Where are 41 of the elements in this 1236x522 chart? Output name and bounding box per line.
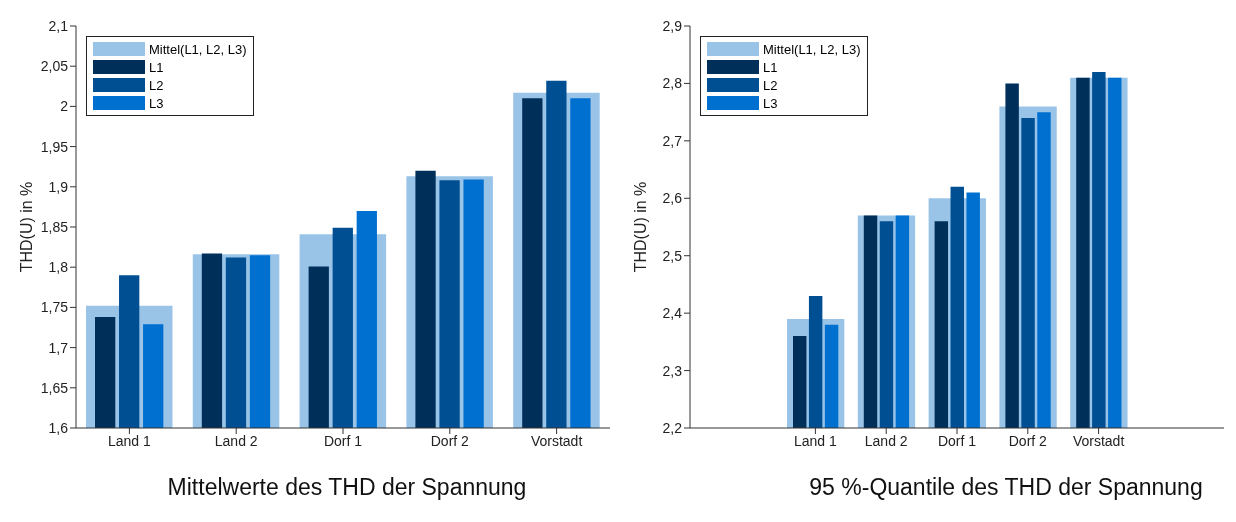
text: 95 %-Quantile des THD der Spannung bbox=[808, 474, 1204, 501]
y-axis-title: THD(U) in % bbox=[631, 181, 649, 273]
x-tick-label: Land 2 bbox=[214, 432, 258, 449]
y-tick-label: 2,2 bbox=[662, 419, 683, 436]
y-axis-title: THD(U) in % bbox=[17, 181, 35, 273]
y-tick-label: 2,3 bbox=[662, 362, 683, 379]
legend-label: L2 bbox=[763, 77, 778, 93]
legend-label: L3 bbox=[149, 95, 164, 111]
legend-label: L1 bbox=[149, 59, 164, 75]
y-tick-label: 1,75 bbox=[40, 299, 69, 316]
x-tick-label: Dorf 2 bbox=[1008, 432, 1048, 449]
x-tick-label: Land 1 bbox=[107, 432, 152, 449]
y-tick-label: 2,9 bbox=[662, 17, 683, 34]
y-tick-label: 2,6 bbox=[662, 190, 683, 207]
legend-label: L1 bbox=[763, 59, 778, 75]
y-tick-label: 1,65 bbox=[40, 379, 69, 396]
legend-label: L3 bbox=[763, 95, 778, 111]
y-tick-label: 1,9 bbox=[48, 178, 69, 195]
text: Mittelwerte des THD der Spannung bbox=[166, 474, 528, 501]
x-tick-label: Vorstadt bbox=[530, 432, 583, 449]
x-tick-label: Dorf 1 bbox=[323, 432, 363, 449]
y-tick-label: 2,7 bbox=[662, 132, 683, 149]
y-tick-label: 2,1 bbox=[48, 17, 69, 34]
y-tick-label: 2 bbox=[60, 98, 69, 115]
y-tick-label: 1,7 bbox=[48, 339, 69, 356]
y-tick-label: 2,5 bbox=[662, 247, 683, 264]
legend-label: Mittel(L1, L2, L3) bbox=[763, 41, 861, 57]
legend-label: L2 bbox=[149, 77, 164, 93]
x-tick-label: Land 2 bbox=[864, 432, 908, 449]
y-tick-label: 1,85 bbox=[40, 218, 69, 235]
y-tick-label: 1,95 bbox=[40, 138, 69, 155]
y-tick-label: 2,05 bbox=[40, 58, 69, 75]
y-tick-label: 2,8 bbox=[662, 75, 683, 92]
x-tick-label: Vorstadt bbox=[1072, 432, 1125, 449]
y-tick-label: 1,8 bbox=[48, 259, 69, 276]
x-tick-label: Dorf 1 bbox=[937, 432, 977, 449]
x-tick-label: Land 1 bbox=[793, 432, 838, 449]
legend-label: Mittel(L1, L2, L3) bbox=[149, 41, 247, 57]
y-tick-label: 1,6 bbox=[48, 419, 69, 436]
y-tick-label: 2,4 bbox=[662, 305, 683, 322]
x-tick-label: Dorf 2 bbox=[430, 432, 470, 449]
